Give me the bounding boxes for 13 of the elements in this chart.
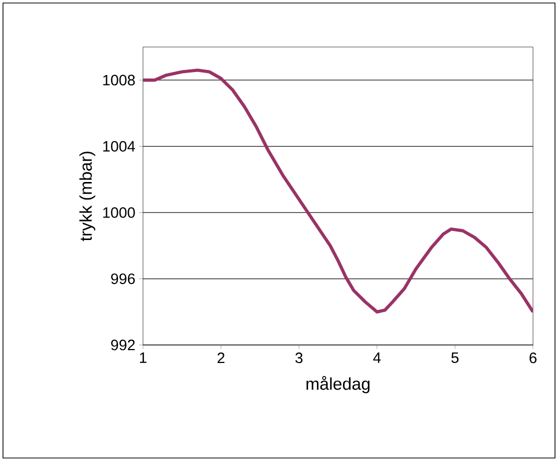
- y-tick-label: 1008: [103, 74, 135, 86]
- x-axis-title: måledag: [306, 376, 370, 394]
- x-tick-label: 1: [140, 352, 146, 363]
- y-tick-label: 1000: [103, 207, 135, 218]
- y-tick-label: 996: [111, 273, 135, 284]
- y-tick-label: 992: [111, 340, 135, 350]
- x-tick-label: 5: [451, 352, 459, 363]
- x-tick-label: 3: [295, 352, 303, 364]
- y-axis-title: trykk (mbar): [79, 152, 96, 242]
- x-tick-label: 2: [218, 352, 224, 363]
- x-tick-label: 4: [373, 352, 381, 363]
- y-tick-label: 1004: [103, 141, 136, 152]
- x-tick-label: 6: [530, 352, 537, 364]
